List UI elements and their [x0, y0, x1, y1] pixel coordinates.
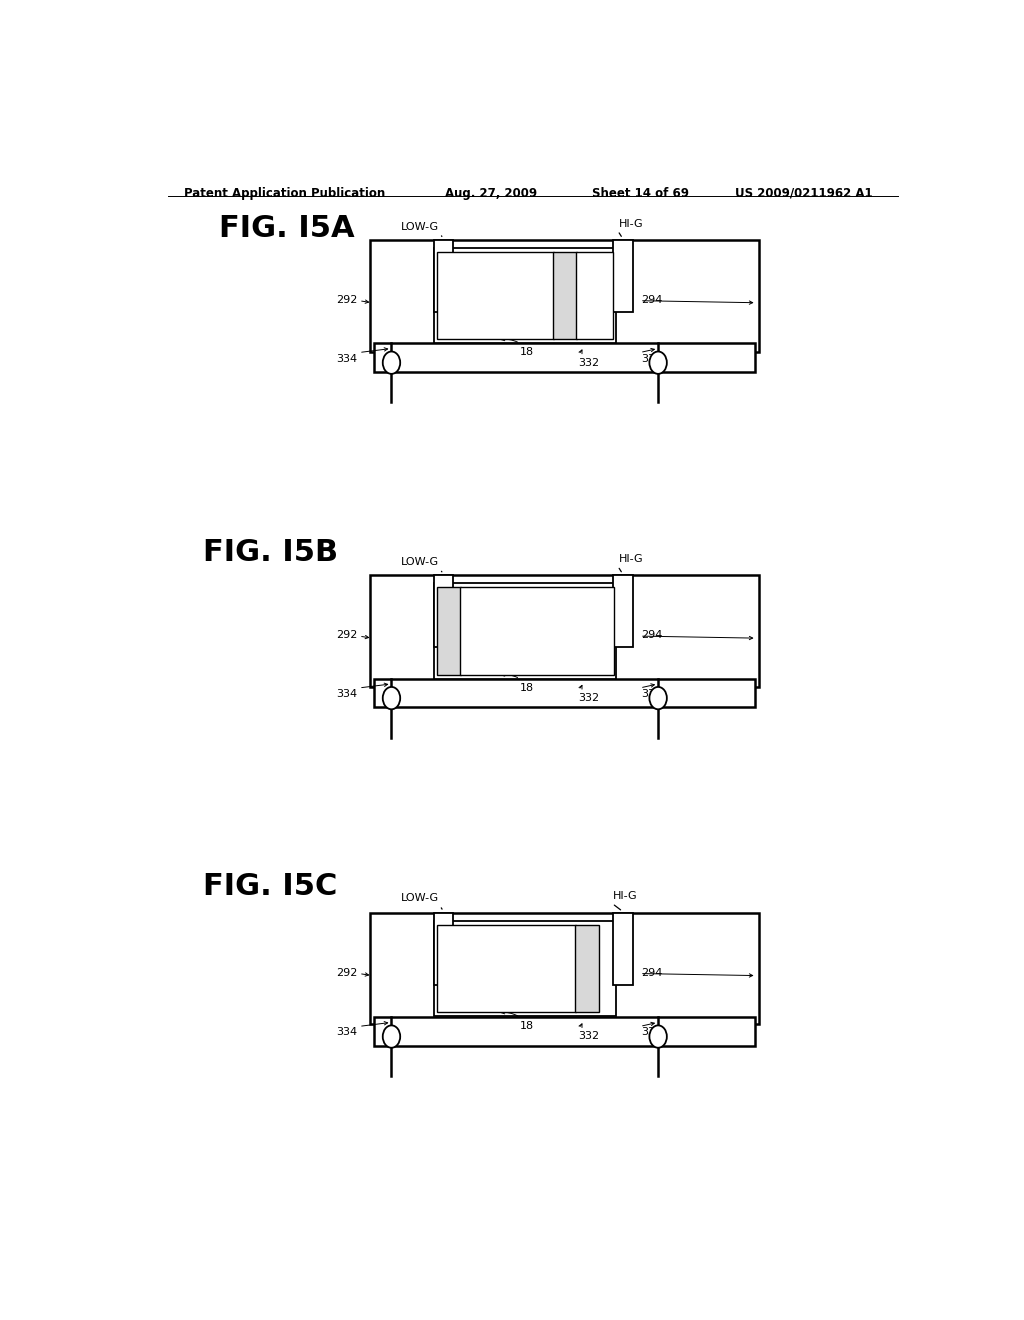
Bar — [553, 252, 578, 339]
Bar — [436, 925, 575, 1012]
Circle shape — [383, 686, 400, 709]
Bar — [370, 576, 759, 686]
Bar — [370, 240, 759, 351]
Bar — [436, 252, 554, 339]
Text: B
U
F
F
Y: B U F F Y — [445, 606, 452, 656]
Text: B
U
F
F
Y: B U F F Y — [562, 271, 568, 321]
Bar — [433, 576, 454, 647]
Text: LOW-G: LOW-G — [401, 894, 439, 903]
Circle shape — [383, 351, 400, 374]
Text: RBC: RBC — [525, 626, 548, 636]
Text: 292: 292 — [336, 968, 357, 978]
Text: FIG. I5C: FIG. I5C — [204, 873, 338, 902]
Text: 332: 332 — [578, 693, 599, 704]
Text: 18: 18 — [520, 1022, 535, 1031]
Bar — [374, 1018, 755, 1045]
Text: 334: 334 — [336, 1027, 357, 1038]
Circle shape — [649, 351, 667, 374]
Text: PLASMA: PLASMA — [473, 290, 518, 301]
Bar — [436, 587, 461, 675]
Circle shape — [383, 1026, 400, 1048]
Circle shape — [649, 1026, 667, 1048]
Bar — [433, 912, 454, 985]
Text: 336: 336 — [641, 354, 663, 363]
Text: 18: 18 — [520, 347, 535, 358]
Text: HI-G: HI-G — [613, 891, 638, 902]
Text: 292: 292 — [336, 630, 357, 640]
Text: 334: 334 — [336, 354, 357, 363]
Text: 334: 334 — [336, 689, 357, 700]
Bar — [433, 248, 616, 343]
Bar — [433, 240, 454, 312]
Text: 294: 294 — [641, 968, 663, 978]
Text: 332: 332 — [578, 358, 599, 367]
Text: 332: 332 — [578, 1031, 599, 1041]
Text: Patent Application Publication: Patent Application Publication — [183, 187, 385, 199]
Bar — [370, 912, 759, 1024]
Text: 294: 294 — [641, 630, 663, 640]
Text: 336: 336 — [641, 1027, 663, 1038]
Text: LOW-G: LOW-G — [401, 557, 439, 568]
Bar — [577, 252, 613, 339]
Text: PLASMA: PLASMA — [483, 964, 528, 973]
Bar — [433, 583, 616, 678]
Text: RBC: RBC — [584, 290, 606, 301]
Text: B
U
F
F
Y: B U F F Y — [584, 944, 590, 994]
Bar — [374, 678, 755, 708]
Bar — [613, 240, 633, 312]
Text: Sheet 14 of 69: Sheet 14 of 69 — [592, 187, 689, 199]
Bar — [374, 343, 755, 372]
Bar — [574, 925, 599, 1012]
Text: LOW-G: LOW-G — [401, 222, 439, 231]
Text: HI-G: HI-G — [618, 219, 643, 228]
Text: Aug. 27, 2009: Aug. 27, 2009 — [445, 187, 538, 199]
Text: 18: 18 — [520, 682, 535, 693]
Text: US 2009/0211962 A1: US 2009/0211962 A1 — [735, 187, 872, 199]
Circle shape — [649, 686, 667, 709]
Bar — [613, 576, 633, 647]
Text: FIG. I5A: FIG. I5A — [219, 214, 355, 243]
Bar — [613, 912, 633, 985]
Text: HI-G: HI-G — [618, 554, 643, 564]
Bar — [433, 921, 616, 1016]
Bar — [460, 587, 613, 675]
Text: 336: 336 — [641, 689, 663, 700]
Text: FIG. I5B: FIG. I5B — [204, 537, 339, 566]
Text: 294: 294 — [641, 294, 663, 305]
Text: 292: 292 — [336, 294, 357, 305]
